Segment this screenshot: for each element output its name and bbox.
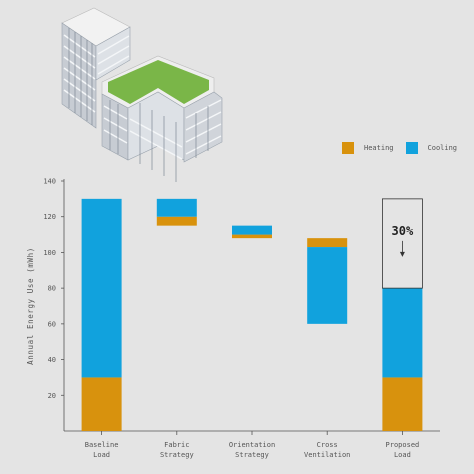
bar-segment-cooling [81, 198, 122, 378]
x-tick-label: Strategy [160, 451, 194, 459]
x-tick-label: Cross [317, 441, 338, 449]
x-tick-label: Ventilation [304, 451, 350, 459]
legend-label-heating: Heating [364, 144, 394, 152]
y-tick-label: 140 [43, 178, 56, 186]
building-icon [61, 7, 223, 182]
bar-segment-heating [81, 377, 122, 431]
x-tick-label: Load [394, 451, 411, 459]
y-tick-label: 100 [43, 249, 56, 257]
chart-legend: Heating Cooling [342, 142, 469, 154]
y-tick-label: 80 [48, 285, 56, 293]
x-tick-label: Proposed [386, 441, 420, 449]
legend-swatch-heating [342, 142, 354, 154]
bar-segment-heating [307, 238, 348, 248]
legend-item-cooling: Cooling [405, 142, 458, 154]
bar-segment-cooling [232, 225, 272, 235]
y-tick-label: 40 [48, 356, 56, 364]
y-tick-label: 60 [48, 320, 56, 328]
bar-segment-cooling [382, 288, 423, 378]
legend-swatch-cooling [405, 142, 418, 154]
bar-segment-heating [156, 216, 197, 226]
x-tick-label: Orientation [229, 441, 275, 449]
bar-segment-heating [232, 234, 272, 239]
legend-label-cooling: Cooling [427, 144, 458, 152]
y-axis-title: Annual Energy Use (mWh) [26, 247, 35, 365]
bar-segment-cooling [156, 198, 197, 217]
reduction-label: 30% [392, 224, 414, 238]
reduction-arrow-head [399, 251, 405, 257]
bar-segment-heating [382, 377, 423, 431]
bar-segment-cooling [307, 247, 348, 324]
x-tick-label: Baseline [85, 441, 119, 449]
x-tick-label: Strategy [235, 451, 269, 459]
y-tick-label: 120 [43, 213, 56, 221]
reduction-outline [381, 198, 423, 289]
y-tick-label: 20 [48, 392, 56, 400]
x-tick-label: Fabric [164, 441, 189, 449]
legend-item-heating: Heating [342, 142, 394, 154]
x-tick-label: Load [93, 451, 110, 459]
